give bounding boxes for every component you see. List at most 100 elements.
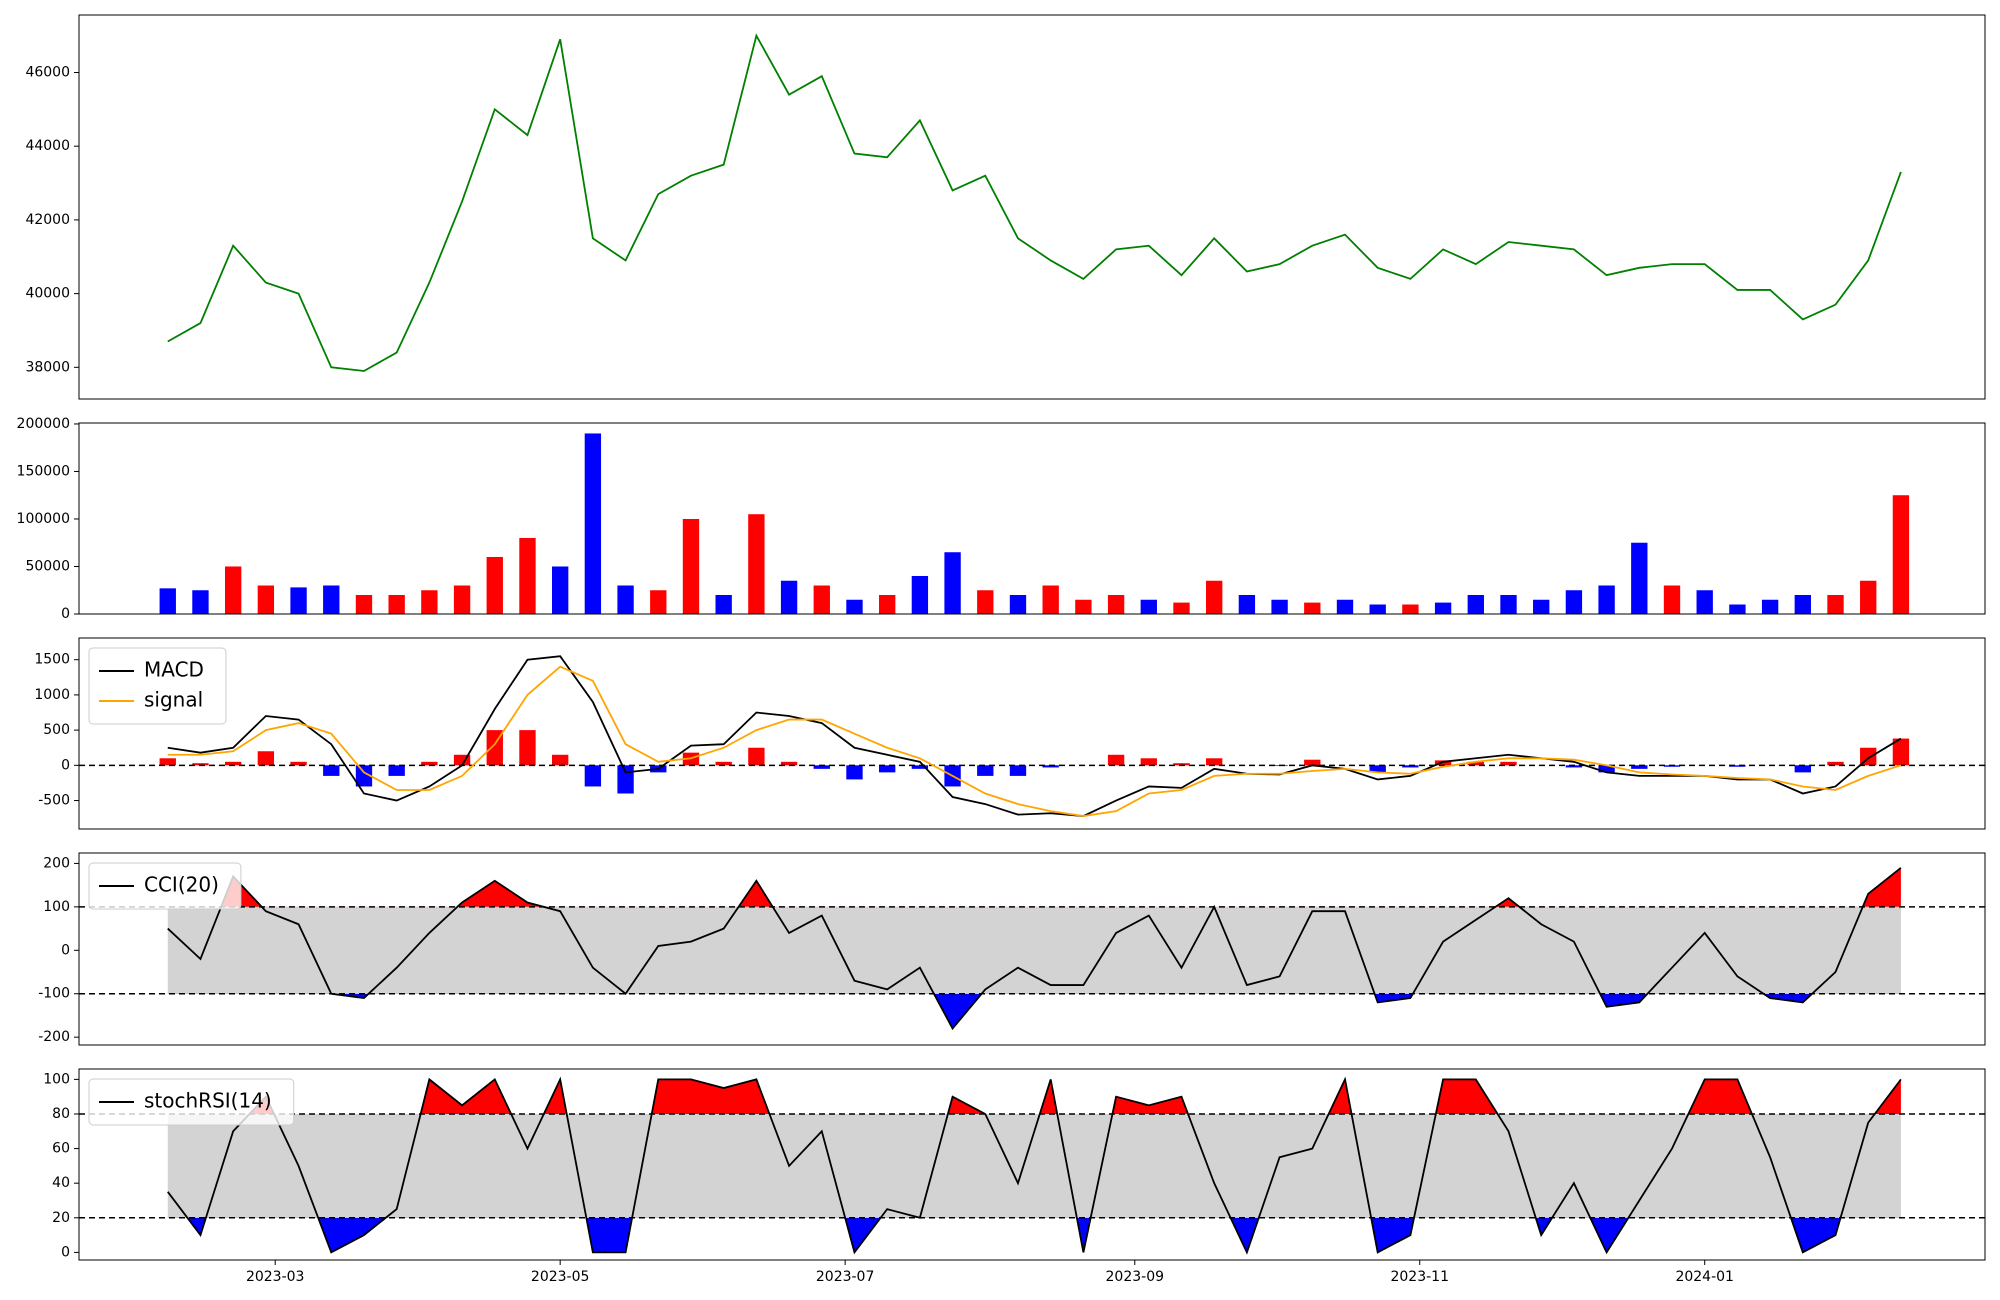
volume-bar	[1827, 594, 1844, 614]
y-tick-label: 500	[43, 722, 70, 738]
indicator-line	[167, 665, 1902, 817]
volume-bar	[1663, 585, 1681, 614]
volume-bar	[977, 590, 994, 614]
volume-bar	[1304, 602, 1321, 614]
volume-bar	[1500, 594, 1517, 614]
histogram-bar	[879, 765, 896, 773]
volume-bar	[1631, 542, 1648, 614]
histogram-bar	[813, 765, 830, 769]
histogram-bar	[388, 765, 405, 776]
indicator-line	[167, 867, 1902, 1031]
histogram-bar	[1631, 765, 1648, 769]
y-tick-label: 100000	[17, 511, 70, 527]
volume-bar	[486, 556, 503, 614]
volume-bar	[1434, 602, 1452, 614]
histogram-bar	[355, 765, 373, 787]
legend: CCI(20)	[88, 862, 242, 910]
volume-bar	[388, 594, 405, 614]
legend-label: stochRSI(14)	[144, 1089, 272, 1113]
volume-bar	[519, 537, 536, 614]
legend-label: signal	[144, 688, 203, 712]
y-tick-label: 46000	[25, 64, 70, 80]
histogram-bar	[1107, 754, 1125, 766]
y-tick-label: 60	[52, 1141, 70, 1157]
price-line	[167, 33, 1902, 372]
histogram-bar	[1467, 761, 1484, 766]
volume-bar	[715, 594, 732, 614]
histogram-bar	[748, 747, 765, 766]
histogram-bar	[1140, 758, 1157, 766]
volume-bar	[1565, 590, 1583, 614]
volume-bar	[1729, 604, 1746, 614]
volume-bar	[617, 585, 634, 614]
histogram-bar	[1009, 765, 1027, 776]
y-tick-label: 80	[52, 1106, 70, 1122]
histogram-bar	[159, 758, 176, 766]
volume-bar	[879, 594, 896, 614]
volume-bar	[1761, 599, 1779, 614]
volume-bar	[1336, 599, 1354, 614]
volume-bar	[682, 518, 700, 614]
volume-bar	[748, 514, 765, 614]
x-tick-label: 2023-05	[531, 1269, 590, 1285]
histogram-bar	[977, 765, 994, 776]
panel-frame	[78, 637, 1986, 830]
volume-bar	[911, 575, 929, 614]
panel-frame	[78, 422, 1986, 615]
volume-bar	[323, 585, 340, 614]
histogram-bar	[715, 761, 732, 766]
overbought-fill	[167, 1079, 1901, 1114]
x-tick-label: 2023-11	[1390, 1269, 1449, 1285]
panel: -500 0 500 1000 1500 MACD signal	[34, 637, 1986, 830]
panel-frame	[78, 14, 1986, 400]
volume-bar	[813, 585, 830, 614]
histogram-bar	[780, 761, 798, 766]
histogram-bar	[192, 763, 209, 766]
y-tick-label: 200	[43, 855, 70, 871]
histogram-bar	[1042, 765, 1059, 768]
legend-label: CCI(20)	[144, 873, 219, 897]
histogram-bar	[1369, 765, 1386, 773]
volume-bar	[1598, 585, 1615, 614]
volume-bar	[1467, 594, 1484, 614]
y-tick-label: 20	[52, 1210, 70, 1226]
volume-bar	[1173, 602, 1190, 614]
volume-bar	[1369, 604, 1386, 614]
legend: MACD signal	[88, 647, 227, 725]
histogram-bar	[323, 765, 340, 776]
y-tick-label: -100	[38, 986, 70, 1002]
indicator-line	[167, 1076, 1902, 1255]
legend: stochRSI(14)	[88, 1078, 295, 1126]
y-tick-label: 100	[43, 1071, 70, 1087]
y-tick-label: 1000	[34, 687, 70, 703]
histogram-bar	[1565, 765, 1583, 768]
y-tick-label: 42000	[25, 212, 70, 228]
volume-bar	[584, 433, 602, 614]
volume-bar	[551, 566, 569, 614]
volume-bar	[1238, 594, 1256, 614]
y-tick-label: 150000	[17, 463, 70, 479]
histogram-bar	[1794, 765, 1811, 773]
histogram-bar	[421, 761, 438, 766]
legend-box	[88, 1078, 295, 1126]
volume-bar	[257, 585, 275, 614]
volume-bar	[224, 566, 242, 614]
histogram-bar	[290, 761, 307, 766]
y-tick-label: 0	[61, 757, 70, 773]
histogram-bar	[617, 765, 634, 794]
y-tick-label: -200	[38, 1029, 70, 1045]
y-tick-label: 40000	[25, 286, 70, 302]
panel-frame	[78, 852, 1986, 1046]
legend-box	[88, 862, 242, 910]
volume-bar	[1533, 599, 1550, 614]
panel: 0 50000 100000 150000 200000	[17, 416, 1986, 622]
y-tick-label: 0	[61, 942, 70, 958]
histogram-bar	[224, 761, 242, 766]
histogram-bar	[1892, 738, 1910, 766]
volume-bar	[650, 590, 667, 614]
volume-bar	[1042, 585, 1059, 614]
y-tick-label: 100	[43, 899, 70, 915]
volume-bar	[1892, 495, 1910, 614]
histogram-bar	[584, 765, 602, 787]
